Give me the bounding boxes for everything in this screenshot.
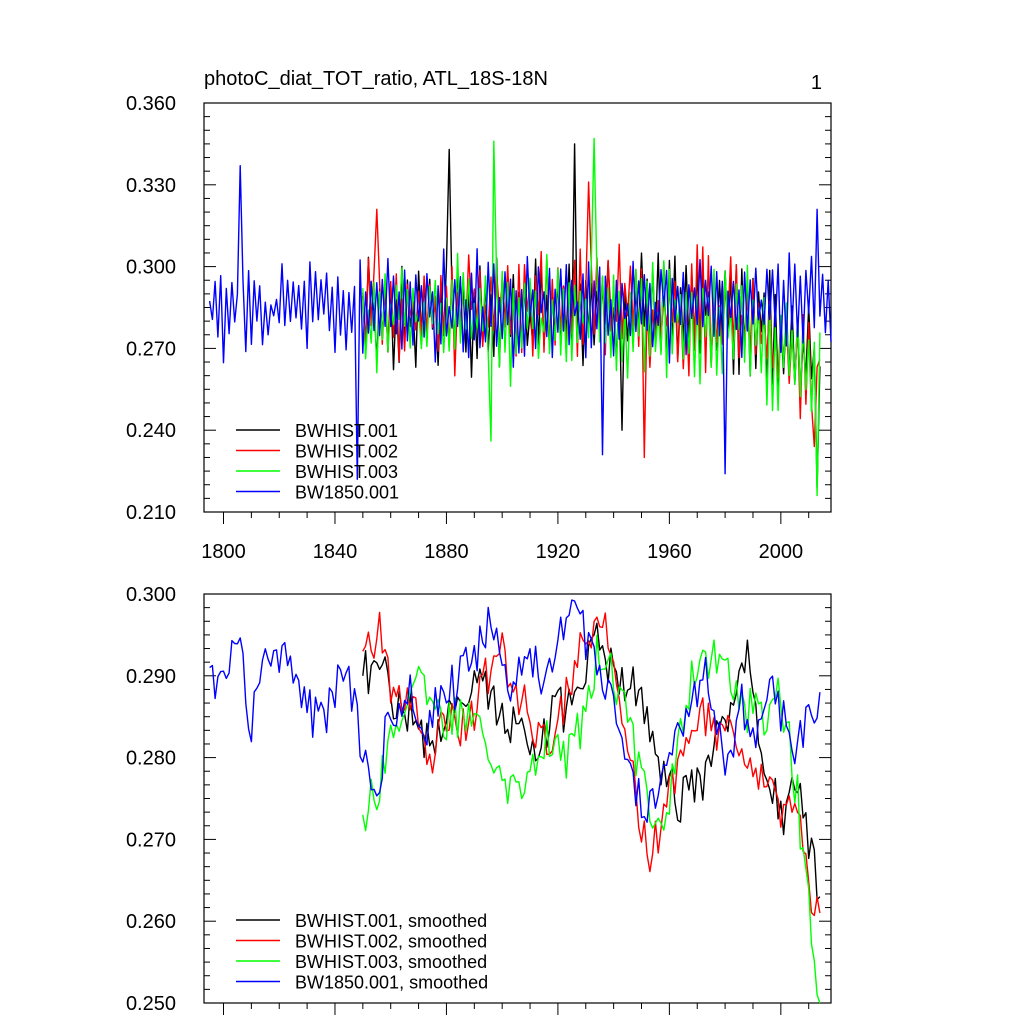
y-tick-label: 0.360: [126, 93, 176, 115]
x-tick-label: 1880: [424, 541, 469, 563]
y-tick-label: 0.280: [126, 748, 176, 770]
legend-label: BWHIST.001, smoothed: [295, 911, 487, 931]
x-tick-label: 1960: [647, 541, 692, 563]
top-chart-panel: photoC_diat_TOT_ratio, ATL_18S-18N 1 0.2…: [126, 68, 832, 563]
y-tick-label: 0.270: [126, 829, 176, 851]
legend-label: BWHIST.001: [295, 421, 398, 441]
series-line: [209, 599, 821, 823]
x-tick-label: 1920: [536, 541, 581, 563]
bottom-series-lines: [209, 599, 821, 1004]
legend-label: BW1850.001: [295, 483, 399, 503]
legend-label: BW1850.001, smoothed: [295, 973, 488, 993]
y-tick-label: 0.330: [126, 175, 176, 197]
y-tick-label: 0.300: [126, 584, 176, 606]
legend-label: BWHIST.002: [295, 442, 398, 462]
series-line: [362, 611, 821, 917]
chart-title: photoC_diat_TOT_ratio, ATL_18S-18N: [204, 68, 548, 90]
y-tick-label: 0.300: [126, 257, 176, 279]
x-tick-label: 2000: [759, 541, 804, 563]
bottom-axis-frame: 0.250 0.260 0.270 0.280 0.290 0.300: [126, 584, 832, 1015]
x-tick-label: 1840: [313, 541, 358, 563]
top-axis-frame: 0.210 0.240 0.270 0.300 0.330 0.360 1800 1840 18…: [126, 93, 832, 563]
y-tick-label: 0.250: [126, 993, 176, 1015]
bottom-chart-panel: 0.250 0.260 0.270 0.280 0.290 0.300 BWHIST.00…: [126, 584, 832, 1015]
y-tick-label: 0.240: [126, 420, 176, 442]
y-tick-label: 0.210: [126, 502, 176, 524]
legend-label: BWHIST.002, smoothed: [295, 932, 487, 952]
legend-label: BWHIST.003: [295, 462, 398, 482]
panel-label: 1: [811, 72, 822, 94]
y-tick-label: 0.270: [126, 338, 176, 360]
series-line: [362, 137, 821, 497]
x-tick-label: 1800: [201, 541, 246, 563]
series-line: [208, 165, 832, 480]
legend-label: BWHIST.003, smoothed: [295, 952, 487, 972]
y-tick-label: 0.260: [126, 911, 176, 933]
y-tick-label: 0.290: [126, 666, 176, 688]
top-series-lines: [208, 137, 832, 497]
series-line: [362, 181, 821, 459]
